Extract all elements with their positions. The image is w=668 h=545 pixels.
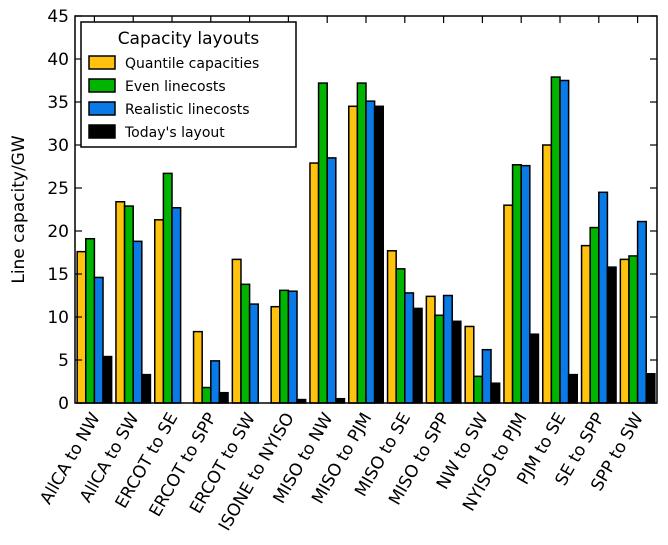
bar	[132, 240, 143, 404]
bar	[473, 375, 484, 404]
y-tick-label: 10	[47, 308, 69, 328]
bar	[240, 283, 251, 404]
bar	[317, 82, 328, 404]
bar	[520, 164, 531, 404]
legend-label: Realistic linecosts	[125, 102, 250, 118]
bar	[287, 290, 298, 404]
y-tick-label: 15	[47, 265, 69, 285]
bar	[511, 164, 522, 404]
bar	[85, 237, 96, 404]
bar	[356, 82, 367, 404]
legend-box	[80, 21, 297, 148]
bar	[115, 201, 126, 404]
bar	[171, 207, 182, 404]
bar	[395, 268, 406, 404]
bar	[425, 295, 436, 404]
legend-swatch	[88, 124, 116, 139]
bar	[464, 325, 475, 404]
bar	[365, 100, 376, 404]
bar	[589, 226, 600, 404]
y-tick-label: 45	[47, 7, 69, 27]
bar	[636, 220, 647, 404]
bar	[248, 303, 259, 404]
bar	[279, 289, 290, 404]
y-tick-label: 30	[47, 136, 69, 156]
bar	[542, 144, 553, 404]
bar	[373, 105, 384, 404]
bar	[326, 157, 337, 404]
bar	[102, 355, 113, 404]
y-tick-label: 25	[47, 179, 69, 199]
bar	[141, 373, 152, 404]
bar	[619, 258, 630, 404]
bar	[386, 250, 397, 404]
y-tick-label: 0	[58, 394, 69, 414]
bar	[123, 205, 134, 404]
bar	[412, 307, 423, 404]
bar	[529, 333, 540, 404]
bar	[270, 305, 281, 404]
bar	[93, 276, 104, 404]
bar	[210, 360, 221, 404]
legend-swatch	[88, 101, 116, 116]
legend: Capacity layouts Quantile capacities Even …	[80, 21, 297, 148]
bar	[567, 373, 578, 404]
bar	[309, 162, 320, 404]
bar	[404, 292, 415, 404]
bar	[580, 244, 591, 404]
bar	[218, 391, 229, 404]
legend-label: Even linecosts	[125, 79, 226, 95]
bar	[628, 255, 639, 404]
bar	[442, 294, 453, 404]
bar	[162, 172, 173, 404]
bar	[192, 330, 203, 404]
bar	[231, 258, 242, 404]
legend-swatch	[88, 55, 116, 70]
bar	[503, 204, 514, 404]
bar	[645, 373, 656, 404]
y-tick-label: 20	[47, 222, 69, 242]
y-tick-label: 35	[47, 93, 69, 113]
bar	[154, 219, 165, 404]
bar	[481, 348, 492, 404]
bar	[451, 320, 462, 404]
y-tick-label: 5	[58, 351, 69, 371]
legend-swatch	[88, 78, 116, 93]
bars-group	[76, 76, 656, 404]
y-axis-label: Line capacity/GW	[9, 135, 29, 284]
bar	[490, 382, 501, 404]
bar	[550, 76, 561, 404]
bar	[598, 191, 609, 404]
legend-label: Today's layout	[124, 125, 225, 141]
legend-label: Quantile capacities	[125, 56, 259, 72]
legend-title: Capacity layouts	[118, 29, 260, 49]
y-tick-label: 40	[47, 50, 69, 70]
bar	[201, 386, 212, 404]
bar	[606, 266, 617, 404]
bar	[434, 314, 445, 404]
bar	[559, 79, 570, 404]
bar	[348, 105, 359, 404]
